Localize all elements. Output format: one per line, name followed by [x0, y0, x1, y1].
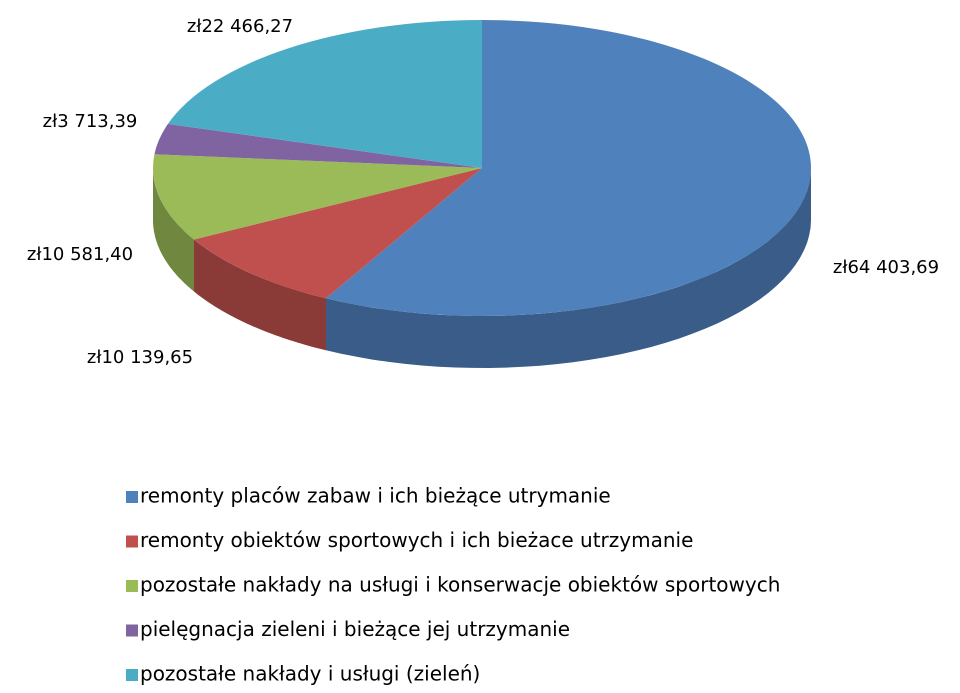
legend-label: remonty placów zabaw i ich bieżące utrym…	[140, 484, 611, 508]
legend-swatch	[126, 580, 138, 592]
slice	[325, 20, 812, 316]
legend-label: pozostałe nakłady na usługi i konserwacj…	[140, 573, 780, 597]
data-label: zł10 139,65	[87, 347, 193, 368]
legend-swatch	[126, 624, 138, 637]
slice	[154, 123, 482, 168]
legend-swatch	[126, 491, 138, 503]
slice	[152, 154, 482, 240]
legend-swatch	[126, 669, 138, 681]
data-label: zł64 403,69	[833, 257, 939, 278]
slice-side	[194, 239, 326, 351]
slice-side	[326, 168, 811, 368]
legend-label: pielęgnacja zieleni i bieżące jej utrzym…	[140, 617, 570, 641]
slice-side	[153, 168, 194, 292]
legend-swatch	[126, 535, 138, 548]
legend-label: pozostałe nakłady i usługi (zieleń)	[140, 662, 480, 686]
data-label: zł22 466,27	[187, 16, 293, 37]
data-label: zł10 581,40	[27, 244, 133, 265]
data-label: zł3 713,39	[43, 111, 138, 132]
slice	[193, 168, 482, 299]
legend-label: remonty obiektów sportowych i ich bieżac…	[140, 528, 693, 552]
slice	[167, 20, 482, 168]
